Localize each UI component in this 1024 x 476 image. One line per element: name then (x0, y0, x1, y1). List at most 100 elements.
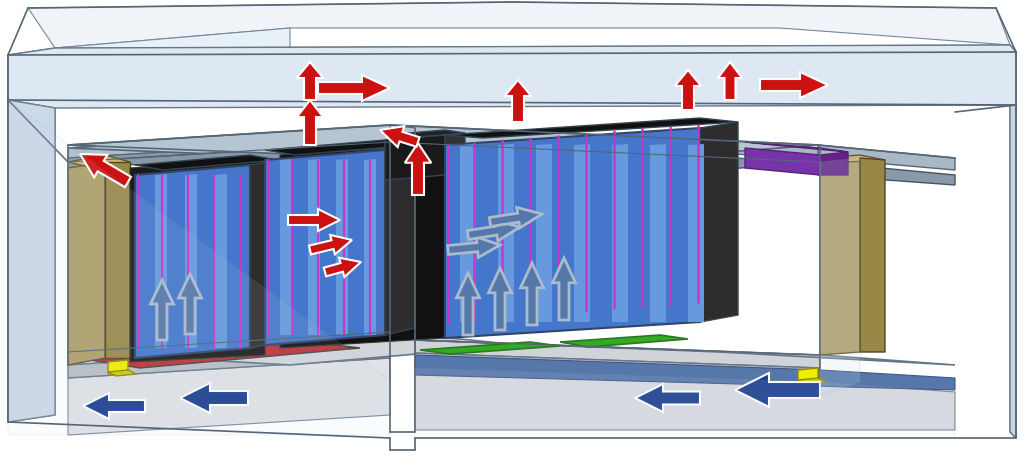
Polygon shape (108, 370, 136, 376)
Polygon shape (460, 144, 476, 322)
Polygon shape (280, 145, 445, 348)
Polygon shape (498, 144, 514, 322)
FancyArrow shape (80, 154, 131, 187)
Polygon shape (8, 48, 55, 422)
FancyArrow shape (735, 373, 820, 407)
Polygon shape (415, 340, 820, 368)
FancyArrow shape (288, 209, 340, 231)
Polygon shape (745, 148, 820, 175)
Polygon shape (68, 125, 818, 165)
Polygon shape (445, 118, 738, 138)
Polygon shape (130, 160, 265, 362)
Polygon shape (68, 332, 520, 365)
Polygon shape (798, 378, 826, 384)
FancyArrow shape (467, 220, 520, 241)
Polygon shape (105, 162, 130, 358)
FancyArrow shape (505, 80, 531, 122)
FancyArrow shape (635, 384, 700, 412)
Polygon shape (820, 155, 885, 162)
FancyArrow shape (309, 235, 352, 254)
Polygon shape (385, 135, 445, 180)
Polygon shape (745, 142, 848, 152)
Polygon shape (415, 355, 955, 390)
Polygon shape (8, 100, 390, 435)
Polygon shape (105, 340, 210, 352)
Polygon shape (215, 174, 227, 348)
FancyArrow shape (520, 263, 544, 325)
Polygon shape (55, 45, 1016, 55)
Polygon shape (68, 128, 390, 158)
Polygon shape (280, 159, 292, 335)
Polygon shape (700, 122, 738, 322)
FancyArrow shape (83, 393, 145, 419)
Polygon shape (445, 133, 465, 175)
Polygon shape (8, 45, 1016, 108)
Polygon shape (265, 140, 415, 155)
Polygon shape (818, 162, 955, 185)
Polygon shape (28, 2, 1010, 48)
Polygon shape (68, 335, 390, 365)
FancyArrow shape (457, 273, 479, 335)
Polygon shape (420, 342, 560, 354)
FancyArrow shape (404, 143, 431, 195)
Polygon shape (68, 345, 390, 378)
FancyArrow shape (760, 72, 828, 98)
Polygon shape (1010, 45, 1016, 438)
Polygon shape (155, 174, 167, 348)
Polygon shape (135, 165, 250, 358)
Polygon shape (574, 144, 590, 322)
Polygon shape (445, 128, 700, 338)
FancyArrow shape (489, 208, 542, 228)
Polygon shape (68, 155, 130, 168)
FancyArrow shape (151, 280, 173, 340)
FancyArrow shape (675, 70, 701, 110)
Polygon shape (68, 128, 818, 168)
Polygon shape (68, 162, 105, 365)
Polygon shape (385, 145, 415, 335)
Polygon shape (798, 368, 818, 382)
Polygon shape (90, 342, 360, 368)
FancyArrow shape (553, 258, 575, 320)
Polygon shape (385, 130, 465, 138)
Polygon shape (860, 158, 885, 352)
Polygon shape (820, 158, 860, 395)
FancyArrow shape (488, 268, 512, 330)
Polygon shape (8, 100, 55, 422)
FancyArrow shape (178, 274, 202, 334)
Polygon shape (415, 353, 820, 382)
Polygon shape (68, 358, 390, 435)
Polygon shape (250, 329, 350, 341)
Polygon shape (415, 368, 955, 438)
Polygon shape (336, 159, 348, 335)
Polygon shape (820, 158, 860, 355)
Polygon shape (390, 128, 818, 158)
FancyArrow shape (318, 75, 390, 101)
FancyArrow shape (447, 237, 500, 258)
FancyArrow shape (380, 126, 420, 147)
Polygon shape (536, 144, 552, 322)
Polygon shape (265, 150, 385, 345)
Polygon shape (8, 100, 55, 422)
Polygon shape (364, 159, 376, 335)
Polygon shape (415, 340, 955, 365)
FancyArrow shape (180, 383, 248, 413)
Polygon shape (612, 144, 628, 322)
Polygon shape (135, 155, 278, 170)
Polygon shape (820, 152, 848, 175)
Polygon shape (1010, 105, 1016, 438)
FancyArrow shape (324, 258, 361, 277)
FancyArrow shape (297, 100, 324, 145)
Polygon shape (688, 144, 705, 322)
Polygon shape (185, 174, 197, 348)
Polygon shape (68, 138, 390, 168)
Polygon shape (68, 142, 818, 182)
Polygon shape (415, 368, 955, 430)
FancyArrow shape (297, 62, 324, 100)
Polygon shape (108, 360, 128, 374)
Polygon shape (250, 160, 278, 348)
Polygon shape (818, 145, 955, 170)
Polygon shape (308, 159, 319, 335)
Polygon shape (560, 335, 688, 347)
Polygon shape (650, 144, 666, 322)
Polygon shape (55, 28, 290, 75)
